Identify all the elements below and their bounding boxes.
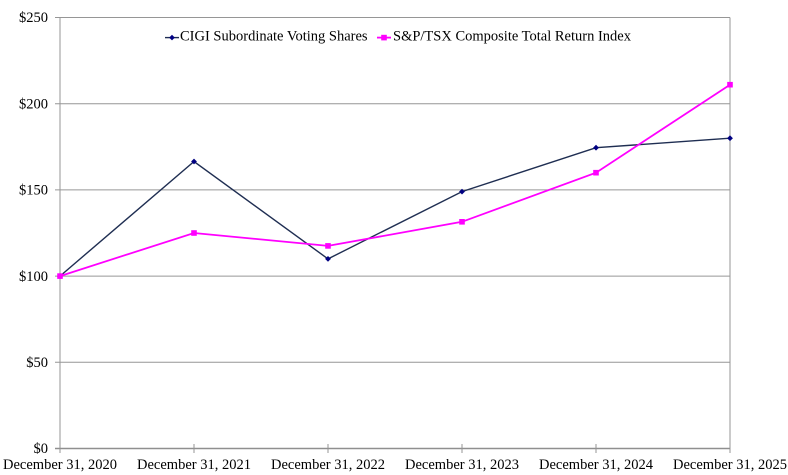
svg-text:$50: $50 [26, 355, 48, 371]
svg-text:$250: $250 [19, 10, 48, 26]
svg-text:$150: $150 [19, 183, 48, 199]
svg-text:December 31, 2023: December 31, 2023 [405, 457, 519, 473]
svg-text:$0: $0 [34, 441, 49, 457]
svg-text:December 31, 2024: December 31, 2024 [539, 457, 654, 473]
svg-text:December 31, 2020: December 31, 2020 [3, 457, 117, 473]
svg-text:December 31, 2022: December 31, 2022 [271, 457, 385, 473]
svg-text:December 31, 2025: December 31, 2025 [673, 457, 787, 473]
svg-text:CIGI Subordinate Voting Shares: CIGI Subordinate Voting Shares [180, 29, 368, 45]
svg-text:$100: $100 [19, 269, 48, 285]
svg-text:December 31, 2021: December 31, 2021 [137, 457, 251, 473]
svg-text:$200: $200 [19, 96, 48, 112]
svg-text:S&P/TSX Composite Total Return: S&P/TSX Composite Total Return Index [393, 29, 632, 45]
